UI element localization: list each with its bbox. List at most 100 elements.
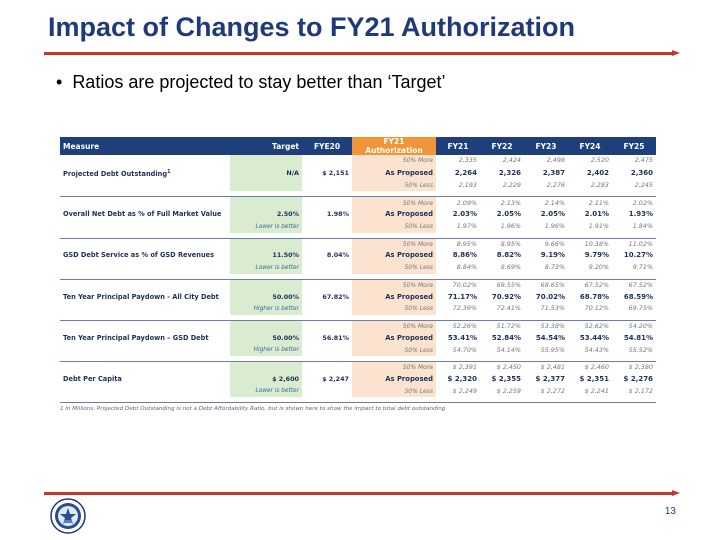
header-year: FY24 — [568, 137, 612, 155]
value-cell: 70.02% — [535, 292, 565, 301]
value-cell: 2,335 — [458, 156, 477, 165]
footnote-mark: 1 — [167, 168, 171, 175]
target-cell: Lower is better — [230, 220, 302, 233]
value-cell: 1.96% — [544, 222, 565, 231]
scenario-cell: 50% Less — [352, 385, 436, 398]
group-separator — [60, 232, 656, 239]
value-cell: 71.53% — [540, 304, 565, 313]
value-cell: 2.11% — [588, 198, 609, 207]
target-cell — [230, 361, 302, 374]
value-cell: 9.71% — [632, 263, 653, 272]
target-note: Lower is better — [255, 264, 299, 271]
target-note: Lower is better — [255, 388, 299, 395]
value-cell: $ 2,249 — [452, 386, 477, 395]
fye20-cell — [302, 320, 352, 332]
table-row: Debt Per Capita $ 2,600 $ 2,247 As Proposed… — [60, 373, 656, 386]
value-cell: $ 2,380 — [628, 363, 653, 372]
measure-cell — [60, 320, 230, 332]
table-row: Lower is better 50% Less $ 2,249 $ 2,259 $ 2… — [60, 385, 656, 398]
value-cell: 8.95% — [456, 239, 477, 248]
group-separator — [60, 191, 656, 198]
value-cell: 53.38% — [540, 322, 565, 331]
scenario-cell: 50% More — [352, 361, 436, 374]
value-cell: 1.91% — [588, 222, 609, 231]
table-row: Overall Net Debt as % of Full Market Val… — [60, 208, 656, 221]
footer-divider — [44, 490, 680, 496]
fye20-cell — [302, 303, 352, 315]
target-cell: Higher is better — [230, 302, 302, 315]
header-fye20: FYE20 — [302, 137, 352, 155]
value-cell: 9.20% — [588, 263, 609, 272]
measure-cell: Ten Year Principal Paydown - All City De… — [60, 291, 230, 303]
group-separator — [60, 356, 656, 363]
value-cell: 70.12% — [584, 304, 609, 313]
target-cell: 50.00% — [230, 291, 302, 303]
table-row: Lower is better 50% Less 8.84% 8.69% 8.73% 9.… — [60, 261, 656, 274]
target-cell: Lower is better — [230, 385, 302, 398]
scenario-cell: As Proposed — [352, 373, 436, 386]
value-cell: 2,402 — [586, 168, 609, 177]
table-row: Higher is better 50% Less 72.39% 72.41% 71.5… — [60, 302, 656, 315]
value-cell: 2,326 — [498, 168, 521, 177]
scenario-cell: As Proposed — [352, 208, 436, 221]
scenario-cell: 50% More — [352, 155, 436, 167]
value-cell: 2,264 — [454, 168, 477, 177]
header-year: FY22 — [480, 137, 524, 155]
fye20-cell — [302, 155, 352, 167]
scenario-cell: 50% More — [352, 320, 436, 333]
fye20-cell: $ 2,151 — [322, 168, 349, 177]
measure-label: Debt Per Capita — [63, 375, 122, 384]
value-cell: 53.44% — [579, 333, 609, 342]
value-cell: 2.01% — [584, 210, 609, 219]
value-cell: 2,360 — [630, 168, 653, 177]
value-cell: 68.65% — [540, 281, 565, 290]
header-authorization: FY21 Authorization — [352, 137, 436, 155]
value-cell: 2,424 — [502, 156, 521, 165]
header-measure: Measure — [60, 137, 230, 155]
ratio-table-container: Measure Target FYE20 FY21 Authorization … — [60, 137, 656, 412]
target-cell — [230, 155, 302, 167]
page-title: Impact of Changes to FY21 Authorization — [48, 12, 576, 42]
group-separator — [60, 273, 656, 280]
table-row: Higher is better 50% Less 54.70% 54.14% 55.9… — [60, 344, 656, 357]
scenario-cell: 50% Less — [352, 302, 436, 315]
target-cell — [230, 196, 302, 209]
value-cell: 52.62% — [584, 322, 609, 331]
table-row: Ten Year Principal Paydown - All City De… — [60, 291, 656, 303]
value-cell: 2,245 — [634, 181, 653, 190]
measure-cell: Overall Net Debt as % of Full Market Val… — [60, 209, 230, 221]
value-cell: 8.82% — [496, 251, 521, 260]
scenario-cell: 50% More — [352, 196, 436, 209]
table-row: 50% More 70.02% 69.55% 68.65% 67.52% 67.52% — [60, 279, 656, 292]
measure-cell — [60, 279, 230, 291]
table-row: Lower is better 50% Less 1.97% 1.96% 1.96% 1.… — [60, 220, 656, 233]
measure-label: GSD Debt Service as % of GSD Revenues — [63, 251, 215, 260]
measure-cell — [60, 221, 230, 233]
scenario-cell: 50% Less — [352, 220, 436, 233]
target-cell — [230, 279, 302, 292]
value-cell: 8.84% — [456, 263, 477, 272]
value-cell: 2.14% — [544, 198, 565, 207]
value-cell: $ 2,259 — [496, 386, 521, 395]
measure-label: Overall Net Debt as % of Full Market Val… — [63, 210, 222, 219]
header-year: FY21 — [436, 137, 480, 155]
value-cell: 1.84% — [632, 222, 653, 231]
value-cell: 2.05% — [496, 210, 521, 219]
value-cell: 2,193 — [458, 181, 477, 190]
fye20-cell — [302, 385, 352, 397]
bullet-point: • Ratios are projected to stay better tha… — [56, 72, 446, 93]
fye20-cell — [302, 344, 352, 356]
value-cell: 2,387 — [542, 168, 565, 177]
value-cell: 70.92% — [491, 292, 521, 301]
target-cell: 11.50% — [230, 250, 302, 262]
value-cell: 8.73% — [544, 263, 565, 272]
value-cell: $ 2,460 — [584, 363, 609, 372]
scenario-cell: 50% More — [352, 238, 436, 251]
target-note: Higher is better — [253, 305, 299, 312]
value-cell: 2.03% — [452, 210, 477, 219]
measure-cell — [60, 238, 230, 250]
value-cell: 2.02% — [632, 198, 653, 207]
table-row: 50% More $ 2,391 $ 2,450 $ 2,481 $ 2,460 $ 2,… — [60, 361, 656, 374]
group-separator — [60, 314, 656, 321]
scenario-cell: 50% Less — [352, 344, 436, 357]
